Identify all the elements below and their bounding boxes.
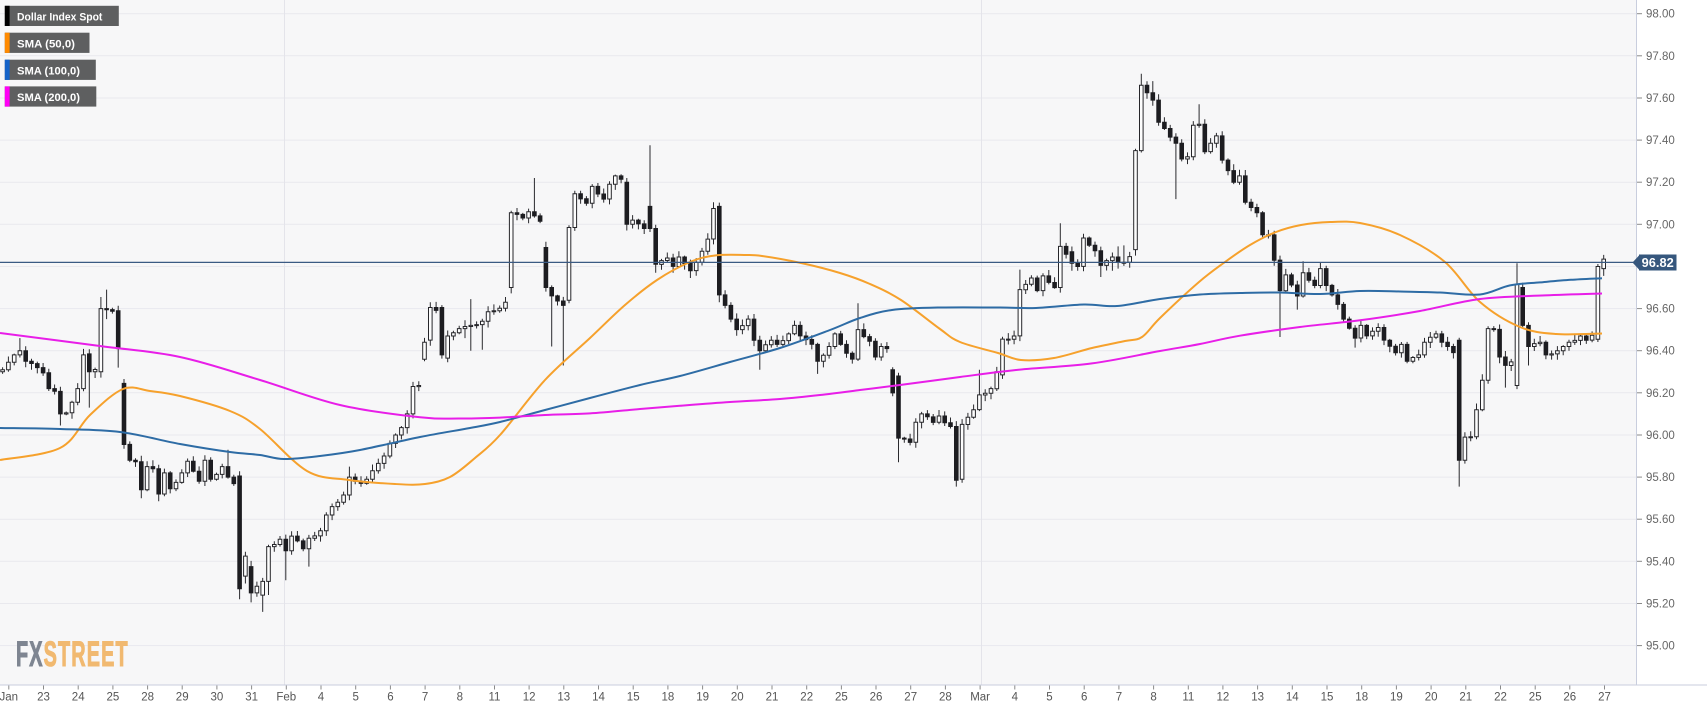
svg-text:7: 7 — [1116, 692, 1122, 704]
svg-text:7: 7 — [422, 692, 428, 704]
svg-text:19: 19 — [696, 692, 709, 704]
svg-text:13: 13 — [557, 692, 570, 704]
svg-text:98.00: 98.00 — [1646, 9, 1675, 21]
svg-text:23: 23 — [37, 692, 50, 704]
svg-text:96.60: 96.60 — [1646, 304, 1675, 316]
svg-text:11: 11 — [1182, 692, 1194, 704]
svg-text:SMA (50,0): SMA (50,0) — [17, 39, 75, 51]
svg-text:97.40: 97.40 — [1646, 135, 1675, 147]
svg-text:13: 13 — [1251, 692, 1264, 704]
svg-text:29: 29 — [176, 692, 189, 704]
svg-text:26: 26 — [1563, 692, 1576, 704]
svg-text:28: 28 — [141, 692, 154, 704]
svg-text:97.00: 97.00 — [1646, 219, 1675, 231]
svg-text:25: 25 — [1529, 692, 1542, 704]
svg-text:Jan: Jan — [0, 692, 18, 704]
svg-text:Feb: Feb — [276, 692, 296, 704]
svg-text:95.00: 95.00 — [1646, 641, 1675, 653]
svg-text:97.80: 97.80 — [1646, 51, 1675, 63]
svg-text:95.40: 95.40 — [1646, 556, 1675, 568]
svg-text:8: 8 — [457, 692, 463, 704]
svg-text:FXSTREET: FXSTREET — [16, 635, 129, 674]
svg-text:22: 22 — [1494, 692, 1507, 704]
svg-text:18: 18 — [662, 692, 675, 704]
svg-text:25: 25 — [835, 692, 848, 704]
svg-text:25: 25 — [107, 692, 120, 704]
svg-text:15: 15 — [627, 692, 640, 704]
svg-text:SMA (200,0): SMA (200,0) — [17, 92, 80, 104]
svg-text:5: 5 — [352, 692, 358, 704]
svg-text:31: 31 — [245, 692, 258, 704]
svg-text:6: 6 — [387, 692, 393, 704]
svg-text:4: 4 — [318, 692, 325, 704]
svg-text:15: 15 — [1321, 692, 1334, 704]
svg-text:26: 26 — [870, 692, 883, 704]
svg-text:28: 28 — [939, 692, 952, 704]
svg-text:97.20: 97.20 — [1646, 177, 1675, 189]
svg-text:Mar: Mar — [970, 692, 990, 704]
svg-text:Dollar Index Spot: Dollar Index Spot — [17, 12, 103, 24]
svg-text:95.20: 95.20 — [1646, 599, 1675, 611]
svg-text:5: 5 — [1046, 692, 1052, 704]
svg-text:96.00: 96.00 — [1646, 430, 1675, 442]
svg-text:21: 21 — [1459, 692, 1472, 704]
svg-text:11: 11 — [489, 692, 501, 704]
svg-text:95.60: 95.60 — [1646, 514, 1675, 526]
svg-text:30: 30 — [211, 692, 224, 704]
svg-text:19: 19 — [1390, 692, 1403, 704]
svg-text:20: 20 — [731, 692, 744, 704]
svg-text:12: 12 — [523, 692, 536, 704]
svg-text:96.82: 96.82 — [1642, 255, 1674, 270]
svg-text:12: 12 — [1217, 692, 1230, 704]
svg-text:21: 21 — [766, 692, 779, 704]
svg-text:27: 27 — [1598, 692, 1611, 704]
svg-text:6: 6 — [1081, 692, 1087, 704]
svg-text:SMA (100,0): SMA (100,0) — [17, 66, 80, 78]
svg-text:4: 4 — [1012, 692, 1019, 704]
svg-text:18: 18 — [1355, 692, 1368, 704]
svg-text:24: 24 — [72, 692, 85, 704]
svg-text:97.60: 97.60 — [1646, 93, 1675, 105]
svg-text:22: 22 — [800, 692, 813, 704]
svg-text:96.40: 96.40 — [1646, 346, 1675, 358]
svg-text:20: 20 — [1425, 692, 1438, 704]
svg-text:14: 14 — [1286, 692, 1299, 704]
svg-text:8: 8 — [1150, 692, 1156, 704]
svg-text:95.80: 95.80 — [1646, 472, 1675, 484]
svg-text:14: 14 — [592, 692, 605, 704]
svg-text:96.20: 96.20 — [1646, 388, 1675, 400]
svg-text:27: 27 — [904, 692, 917, 704]
